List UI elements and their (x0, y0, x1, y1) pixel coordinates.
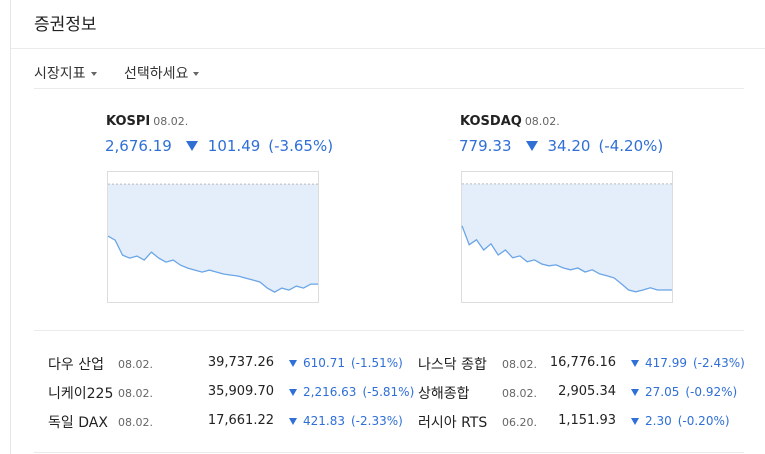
row-change: 417.99 (645, 356, 687, 370)
row-rate: (-0.92%) (685, 385, 738, 399)
index-name-text: KOSDAQ (460, 114, 522, 129)
widget-title: 증권정보 (34, 15, 97, 35)
row-name: 독일 DAX (48, 415, 108, 431)
row-change: 2,216.63 (303, 385, 357, 399)
row-change-group: 421.83 (-2.33%) (281, 414, 403, 428)
row-price: 16,776.16 (549, 355, 616, 370)
sparkline-chart (107, 171, 319, 303)
down-arrow (525, 141, 538, 151)
divider (34, 452, 744, 453)
row-rate: (-1.51%) (351, 356, 403, 370)
divider (34, 330, 744, 331)
area (462, 183, 672, 292)
line (461, 225, 672, 293)
index-name: KOSDAQ 08.02. (460, 114, 560, 129)
row-change-group: 417.99 (-2.43%) (623, 356, 745, 370)
row-rate: (-2.33%) (351, 414, 403, 428)
index-name: KOSPI 08.02. (106, 114, 188, 129)
index-date: 08.02. (524, 115, 560, 128)
row-price: 35,909.70 (207, 384, 274, 399)
index-rate: (-4.20%) (598, 137, 664, 155)
down-arrow (185, 141, 198, 151)
stock-widget: 증권정보 시장지표 선택하세요 KOSPI 08.02. 2,676.19 101.4… (10, 0, 765, 454)
divider (34, 88, 744, 89)
row-change-group: 2,216.63 (-5.81%) (281, 385, 414, 399)
row-change: 610.71 (303, 356, 345, 370)
down-arrow (289, 360, 297, 367)
row-price: 39,737.26 (207, 355, 274, 370)
line (107, 235, 318, 293)
row-rate: (-5.81%) (362, 385, 415, 399)
sparkline-chart (461, 171, 673, 303)
down-arrow (289, 418, 297, 425)
row-rate: (-2.43%) (693, 356, 745, 370)
row-change: 421.83 (303, 414, 345, 428)
row-price: 1,151.93 (558, 413, 616, 428)
index-change: 101.49 (207, 137, 261, 155)
row-name: 나스닥 종합 (418, 357, 487, 373)
index-price: 2,676.19 (105, 137, 172, 155)
index-quote: 2,676.19 101.49 (-3.65%) (105, 137, 333, 155)
divider (11, 48, 765, 49)
down-arrow (631, 418, 639, 425)
row-change: 27.05 (645, 385, 680, 399)
index-quote: 779.33 34.20 (-4.20%) (459, 137, 663, 155)
tab-label: 선택하세요 (124, 66, 189, 82)
row-date: 08.02. (118, 416, 153, 429)
caret (193, 72, 200, 76)
row-date: 06.20. (502, 416, 537, 429)
tab[interactable]: 선택하세요 (124, 63, 200, 83)
row-price: 17,661.22 (207, 413, 274, 428)
row-name: 다우 산업 (48, 357, 104, 373)
row-date: 08.02. (118, 358, 153, 371)
index-rate: (-3.65%) (268, 137, 334, 155)
row-date: 08.02. (502, 358, 537, 371)
row-name: 니케이225 (48, 386, 114, 402)
row-rate: (-0.20%) (677, 414, 730, 428)
down-arrow (631, 360, 639, 367)
row-change-group: 610.71 (-1.51%) (281, 356, 403, 370)
caret (90, 72, 97, 76)
tab-label: 시장지표 (34, 66, 86, 82)
row-name: 러시아 RTS (418, 415, 488, 431)
index-change: 34.20 (547, 137, 591, 155)
row-name: 상해종합 (418, 386, 470, 402)
down-arrow (289, 389, 297, 396)
index-name-text: KOSPI (106, 114, 151, 129)
row-change-group: 2.30 (-0.20%) (623, 414, 730, 428)
index-date: 08.02. (153, 115, 189, 128)
tab[interactable]: 시장지표 (34, 63, 97, 83)
row-price: 2,905.34 (558, 384, 616, 399)
row-change: 2.30 (645, 414, 672, 428)
row-date: 08.02. (118, 387, 153, 400)
area (108, 184, 318, 293)
down-arrow (631, 389, 639, 396)
row-date: 08.02. (502, 387, 537, 400)
index-price: 779.33 (459, 137, 512, 155)
row-change-group: 27.05 (-0.92%) (623, 385, 737, 399)
